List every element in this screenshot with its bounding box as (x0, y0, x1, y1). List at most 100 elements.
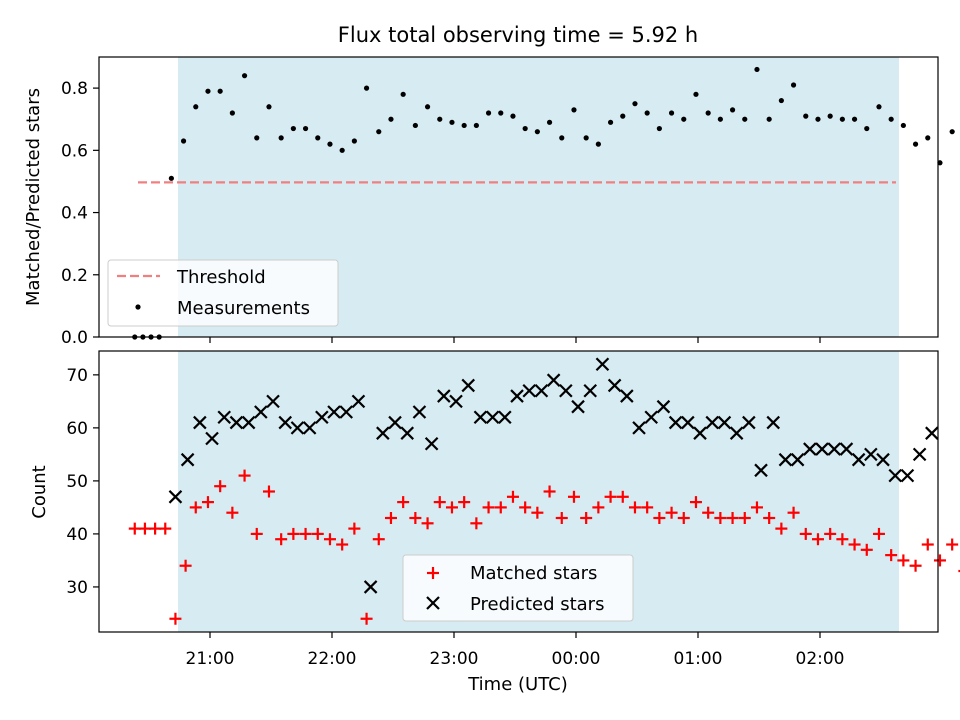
measurement-point (790, 82, 797, 88)
top-y-tick-label: 0.8 (61, 79, 88, 99)
predicted-star-point (217, 410, 232, 425)
predicted-star-point (315, 410, 329, 425)
matched-star-point (811, 533, 824, 546)
predicted-star-point (803, 442, 817, 456)
matched-star-point (189, 501, 202, 514)
measurement-point (925, 135, 931, 141)
measurement-point (534, 129, 540, 135)
legend-threshold-label: Threshold (176, 267, 266, 288)
predicted-star-point (449, 394, 463, 409)
predicted-star-point (681, 415, 695, 430)
top-x-ticks (209, 337, 821, 343)
measurement-point (315, 135, 321, 141)
measurement-point (864, 125, 870, 132)
matched-star-point (726, 512, 739, 525)
bottom-y-tick-label: 30 (66, 578, 88, 598)
predicted-star-point (327, 405, 341, 419)
top-y-ticks: 0.0 0.2 0.4 0.6 0.8 (61, 79, 99, 348)
top-y-axis-label: Matched/Predicted stars (23, 88, 44, 306)
legend-measurements-swatch (135, 304, 141, 310)
predicted-star-point (925, 426, 939, 440)
matched-star-point (348, 522, 361, 535)
predicted-star-point (290, 421, 305, 435)
measurement-point (888, 116, 894, 122)
predicted-star-point (546, 373, 561, 387)
predicted-star-point (278, 415, 293, 430)
measurement-point (290, 125, 296, 132)
measurement-point (388, 116, 394, 122)
matched-star-point (750, 501, 763, 514)
matched-star-point (860, 543, 873, 556)
matched-star-point (494, 501, 507, 514)
measurement-point (571, 107, 577, 113)
matched-star-point (311, 527, 324, 540)
predicted-star-point (693, 426, 707, 440)
measurement-point (729, 107, 736, 113)
matched-star-point (238, 469, 251, 482)
predicted-star-point (900, 468, 915, 483)
matched-star-point (299, 527, 312, 540)
measurement-point (229, 110, 235, 116)
predicted-star-point (815, 442, 829, 456)
predicted-star-point (461, 378, 476, 393)
bottom-legend-box (402, 554, 634, 622)
measurement-point (693, 91, 699, 97)
matched-star-point (384, 512, 397, 525)
measurement-point (949, 129, 955, 135)
predicted-star-point (559, 383, 573, 398)
bottom-x-ticks: 21:00 22:00 23:00 00:00 01:00 02:00 (186, 632, 845, 669)
top-panel-frame (98, 56, 939, 338)
matched-star-point (567, 490, 580, 503)
measurement-point (546, 119, 553, 125)
matched-star-point (824, 527, 837, 540)
measurement-point (193, 104, 199, 110)
predicted-star-point (668, 415, 683, 430)
top-y-tick-label: 0.0 (61, 328, 88, 348)
measurement-point (498, 110, 504, 116)
predicted-star-point (754, 463, 768, 478)
matched-star-point (201, 496, 214, 509)
measurement-point (522, 125, 528, 132)
matched-star-point (372, 533, 385, 546)
matched-star-point (665, 506, 678, 519)
top-legend: Threshold Measurements (107, 259, 339, 327)
predicted-star-point (180, 452, 195, 467)
matched-star-point (360, 612, 373, 625)
predicted-star-point (302, 421, 317, 435)
bottom-y-ticks: 30 40 50 60 70 (66, 366, 99, 598)
matched-star-point (421, 517, 434, 530)
measurement-point (766, 116, 772, 122)
legend-predicted-swatch (426, 596, 440, 610)
predicted-star-point (595, 357, 610, 372)
predicted-star-point (168, 490, 183, 504)
measurement-point (327, 141, 333, 147)
measurement-point (424, 104, 431, 110)
measurement-point (241, 73, 248, 79)
matched-star-point (738, 512, 751, 525)
matched-star-point (848, 538, 861, 551)
predicted-star-point (412, 405, 427, 419)
matched-star-point (159, 522, 172, 535)
matched-star-point (543, 485, 556, 498)
predicted-star-point (571, 399, 585, 414)
measurement-point (473, 122, 479, 129)
legend-measurements-label: Measurements (177, 298, 310, 319)
predicted-star-point (656, 399, 671, 414)
measurement-point (681, 116, 687, 122)
matched-star-point (445, 501, 458, 514)
matched-star-point (531, 506, 544, 519)
matched-star-point (653, 512, 666, 525)
matched-star-point (714, 512, 727, 525)
measurement-point (620, 113, 626, 119)
legend-matched-swatch (427, 567, 439, 579)
predicted-star-point (717, 415, 732, 430)
predicted-star-point (839, 442, 854, 456)
measurement-point (668, 110, 675, 116)
measurement-point (510, 113, 516, 119)
predicted-star-point (473, 410, 488, 425)
top-y-tick-label: 0.4 (61, 204, 88, 224)
top-y-tick-label: 0.2 (61, 266, 88, 286)
predicted-star-point (241, 415, 256, 430)
matched-star-point (323, 533, 336, 546)
